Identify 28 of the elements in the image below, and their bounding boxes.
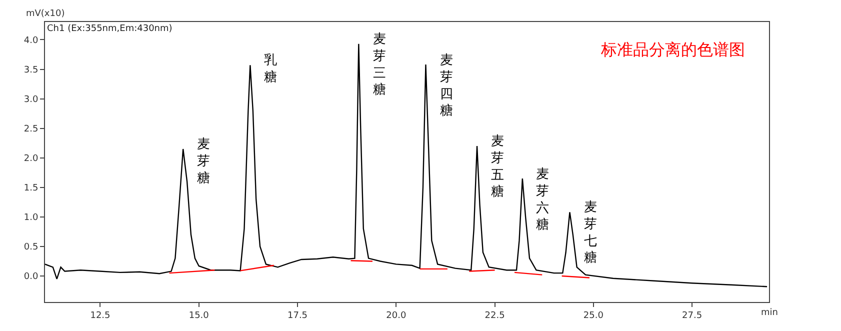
x-axis-title: min [761,308,778,318]
annotation: 麦芽六糖 [536,167,549,233]
y-tick-label: 1.5 [24,184,38,194]
y-tick-label: 3.0 [24,94,38,105]
y-tick-label: 2.0 [24,154,38,164]
y-tick-label: 4.0 [24,36,38,46]
y-axis-title: mV(x10) [26,9,65,19]
x-tick-label: 17.5 [287,310,308,321]
annotation: 麦芽四糖 [440,53,453,119]
y-tick-label: 0.0 [24,272,38,282]
x-tick-label: 25.0 [583,310,604,321]
text: 标准品分离的色谱图 [600,40,745,59]
x-tick-label: 20.0 [386,310,406,321]
annotation: 乳糖 [264,53,277,85]
annotation: 麦芽三糖 [373,32,386,98]
annotation: 麦芽糖 [197,137,210,186]
x-tick-label: 12.5 [90,310,110,321]
x-tick-label: 27.5 [682,310,702,321]
y-tick-label: 2.5 [24,124,38,134]
line-series [45,43,768,288]
y-tick-label: 0.5 [24,242,38,253]
annotation: Ch1 (Ex:355nm,Em:430nm) [47,24,172,34]
annotation: 麦芽七糖 [584,200,597,266]
x-tick-label: 22.5 [484,310,505,321]
x-tick-label: 15.0 [188,310,210,321]
annotation: 麦芽五糖 [491,134,504,200]
y-tick-label: 1.0 [24,213,38,224]
y-tick-label: 3.5 [24,65,38,76]
